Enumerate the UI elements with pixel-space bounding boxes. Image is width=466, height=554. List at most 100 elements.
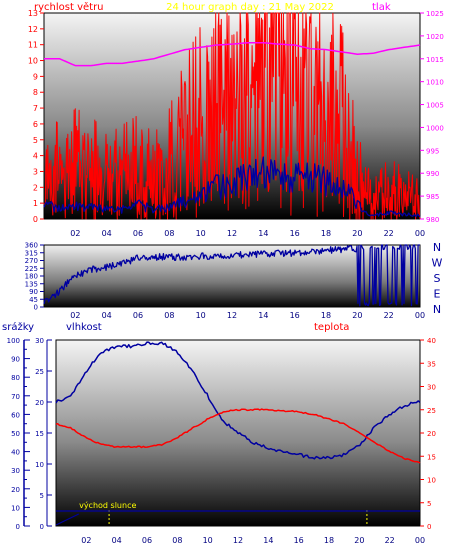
direction-axis-tick-label: 270 bbox=[25, 257, 38, 265]
pressure-axis-tick-label: 980 bbox=[426, 216, 439, 224]
pressure-axis-tick-label: 1020 bbox=[426, 33, 444, 41]
chart1-x-tick-label: 20 bbox=[352, 229, 362, 238]
chart1-x-tick-label: 12 bbox=[227, 229, 237, 238]
direction-axis-tick-label: 135 bbox=[25, 280, 38, 288]
chart1-wind-pressure: 0123456789101112139809859909951000100510… bbox=[28, 9, 444, 238]
chart2-x-tick-label: 22 bbox=[384, 311, 394, 320]
compass-letter: S bbox=[434, 272, 441, 285]
pressure-axis-tick-label: 1005 bbox=[426, 102, 444, 110]
precipitation-ramp bbox=[55, 513, 80, 526]
precip-axis-tick-label: 30 bbox=[11, 467, 20, 475]
temp-axis-tick-label: 40 bbox=[427, 337, 436, 345]
pressure-axis-tick-label: 985 bbox=[426, 193, 439, 201]
chart1-x-tick-label: 10 bbox=[196, 229, 206, 238]
precip-axis-tick-label: 90 bbox=[11, 356, 20, 364]
chart2-x-tick-label: 06 bbox=[133, 311, 143, 320]
chart2-x-tick-label: 14 bbox=[258, 311, 268, 320]
direction-axis-tick-label: 90 bbox=[29, 288, 38, 296]
wind-axis-tick-label: 12 bbox=[28, 25, 38, 34]
pressure-axis-tick-label: 1015 bbox=[426, 56, 444, 64]
chart2-x-tick-label: 04 bbox=[102, 311, 112, 320]
chart3-x-tick-label: 14 bbox=[263, 536, 273, 545]
temp-axis-tick-label: 35 bbox=[427, 360, 436, 368]
direction-axis-tick-label: 45 bbox=[29, 296, 38, 304]
chart2-x-tick-label: 16 bbox=[290, 311, 300, 320]
chart1-x-tick-label: 08 bbox=[164, 229, 174, 238]
compass-letter: N bbox=[433, 303, 441, 316]
chart1-x-tick-label: 14 bbox=[258, 229, 268, 238]
humidity-axis-tick-label: 10 bbox=[35, 461, 44, 469]
chart1-x-tick-label: 04 bbox=[102, 229, 112, 238]
humidity-axis-tick-label: 5 bbox=[40, 492, 44, 500]
chart2-x-tick-label: 18 bbox=[321, 311, 331, 320]
chart1-x-tick-label: 00 bbox=[415, 229, 425, 238]
compass-letter: W bbox=[432, 257, 443, 270]
direction-axis-tick-label: 180 bbox=[25, 273, 38, 281]
wind-axis-tick-label: 13 bbox=[28, 9, 38, 18]
temp-axis-tick-label: 10 bbox=[427, 477, 436, 485]
wind-direction-series bbox=[43, 244, 420, 307]
precip-axis-tick-label: 70 bbox=[11, 393, 20, 401]
wind-axis-tick-label: 4 bbox=[33, 152, 38, 161]
humidity-axis-tick-label: 15 bbox=[35, 430, 44, 438]
pressure-axis-tick-label: 995 bbox=[426, 147, 439, 155]
temp-axis-tick-label: 25 bbox=[427, 407, 436, 415]
pressure-axis-tick-label: 1010 bbox=[426, 79, 444, 87]
chart3-x-tick-label: 00 bbox=[415, 536, 425, 545]
humidity-axis-tick-label: 20 bbox=[35, 399, 44, 407]
chart3-x-tick-label: 04 bbox=[112, 536, 122, 545]
wind-axis-tick-label: 6 bbox=[33, 120, 38, 129]
sunrise-annotation: východ slunce bbox=[79, 501, 136, 510]
wind-average-series bbox=[43, 156, 421, 218]
chart1-x-tick-label: 06 bbox=[133, 229, 143, 238]
temp-axis-tick-label: 5 bbox=[427, 500, 431, 508]
wind-axis-tick-label: 8 bbox=[33, 88, 38, 97]
precip-axis-tick-label: 20 bbox=[11, 486, 20, 494]
direction-axis-tick-label: 225 bbox=[25, 265, 38, 273]
chart2-x-tick-label: 08 bbox=[164, 311, 174, 320]
chart3-x-tick-label: 20 bbox=[354, 536, 364, 545]
humidity-series bbox=[55, 341, 421, 460]
direction-axis-tick-label: 360 bbox=[25, 242, 38, 250]
temp-label: teplota bbox=[314, 322, 349, 333]
chart3-x-tick-label: 08 bbox=[172, 536, 182, 545]
precip-axis-tick-label: 10 bbox=[11, 504, 20, 512]
temp-axis-tick-label: 30 bbox=[427, 384, 436, 392]
wind-axis-tick-label: 2 bbox=[33, 183, 38, 192]
chart1-x-tick-label: 02 bbox=[70, 229, 80, 238]
chart2-x-tick-label: 02 bbox=[70, 311, 80, 320]
precip-axis-tick-label: 50 bbox=[11, 430, 20, 438]
pressure-label: tlak bbox=[372, 2, 391, 13]
pressure-axis-tick-label: 990 bbox=[426, 170, 439, 178]
temperature-series bbox=[55, 408, 421, 464]
wind-axis-tick-label: 9 bbox=[33, 72, 38, 81]
humidity-axis-tick-label: 0 bbox=[40, 523, 44, 531]
chart3-x-tick-label: 06 bbox=[142, 536, 152, 545]
precip-axis-tick-label: 100 bbox=[7, 337, 20, 345]
direction-axis-tick-label: 315 bbox=[25, 249, 38, 257]
chart2-x-tick-label: 10 bbox=[196, 311, 206, 320]
temp-axis-tick-label: 0 bbox=[427, 523, 431, 531]
precip-axis-tick-label: 80 bbox=[11, 374, 20, 382]
pressure-axis-tick-label: 1025 bbox=[426, 10, 444, 18]
wind-axis-tick-label: 3 bbox=[33, 167, 38, 176]
chart-title: 24 hour graph day : 21 May 2022 bbox=[166, 2, 334, 13]
chart3-x-tick-label: 02 bbox=[81, 536, 91, 545]
wind-axis-tick-label: 11 bbox=[28, 41, 38, 50]
precip-label: srážky bbox=[2, 321, 34, 333]
temp-axis-tick-label: 15 bbox=[427, 453, 436, 461]
precip-axis-tick-label: 60 bbox=[11, 411, 20, 419]
precip-axis-tick-label: 0 bbox=[16, 523, 20, 531]
wind-axis-tick-label: 0 bbox=[33, 215, 38, 224]
humidity-axis-tick-label: 25 bbox=[35, 368, 44, 376]
chart1-x-tick-label: 22 bbox=[384, 229, 394, 238]
wind-axis-tick-label: 5 bbox=[33, 136, 38, 145]
chart3-x-tick-label: 18 bbox=[324, 536, 334, 545]
chart3-x-tick-label: 12 bbox=[233, 536, 243, 545]
chart3-x-tick-label: 16 bbox=[294, 536, 304, 545]
precip-axis-tick-label: 40 bbox=[11, 449, 20, 457]
wind-axis-tick-label: 7 bbox=[33, 104, 38, 113]
